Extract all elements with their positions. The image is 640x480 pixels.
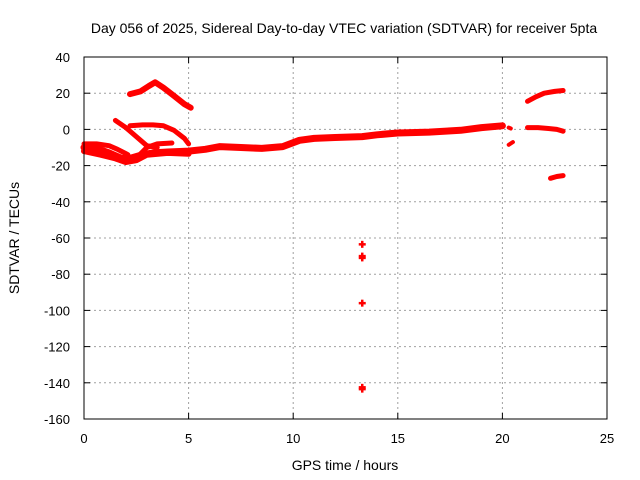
y-tick-label: -60 — [51, 231, 70, 246]
x-tick-label: 25 — [600, 431, 614, 446]
series-late-low — [548, 173, 566, 181]
x-axis-label: GPS time / hours — [292, 457, 399, 473]
outlier-point — [358, 385, 366, 393]
y-tick-label: -160 — [44, 412, 70, 427]
y-tick-label: -40 — [51, 195, 70, 210]
data-series — [80, 79, 566, 393]
series-bump — [127, 122, 192, 147]
y-tick-label: 40 — [56, 50, 70, 65]
series-peak — [127, 79, 194, 111]
outlier-point — [358, 254, 366, 262]
y-tick-label: -120 — [44, 340, 70, 355]
series-dip — [506, 140, 515, 147]
x-tick-label: 20 — [495, 431, 509, 446]
series-after-gap — [506, 125, 513, 131]
outlier-point — [358, 299, 366, 307]
y-tick-label: 0 — [63, 122, 70, 137]
x-tick-label: 5 — [185, 431, 192, 446]
y-tick-label: 20 — [56, 86, 70, 101]
x-tick-label: 0 — [80, 431, 87, 446]
y-tick-label: -140 — [44, 376, 70, 391]
y-tick-label: -80 — [51, 267, 70, 282]
x-tick-label: 10 — [286, 431, 300, 446]
series-late-upper — [525, 88, 566, 104]
axis-ticks: 0 5 10 15 20 25 40 20 0 -20 -40 -60 -80 -100 -120 -140 -… — [44, 50, 614, 446]
x-tick-label: 15 — [391, 431, 405, 446]
y-axis-label: SDTVAR / TECUs — [6, 182, 22, 294]
outlier-point — [358, 240, 366, 248]
series-late-mid — [525, 125, 566, 134]
plot-frame — [83, 56, 608, 420]
series-lower-band — [81, 148, 192, 165]
chart-title: Day 056 of 2025, Sidereal Day-to-day VTE… — [91, 20, 598, 36]
series-main-band — [80, 122, 506, 162]
grid-lines — [84, 57, 607, 419]
y-tick-label: -100 — [44, 303, 70, 318]
series-arc-up-back — [131, 140, 175, 163]
y-tick-label: -20 — [51, 159, 70, 174]
series-start-upper — [81, 141, 131, 158]
